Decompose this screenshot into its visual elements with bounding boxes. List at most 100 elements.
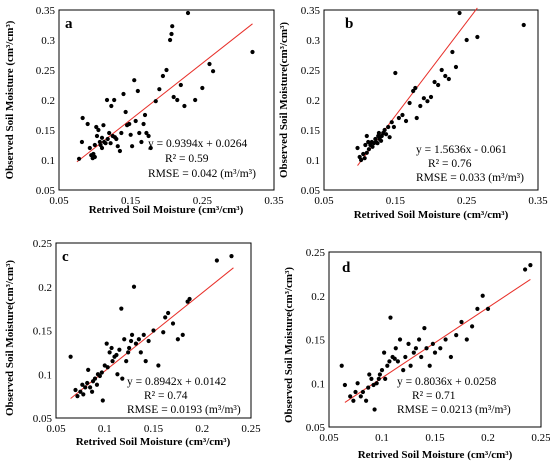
r-squared: R² = 0.74 bbox=[144, 390, 188, 402]
data-point bbox=[164, 67, 169, 73]
data-point bbox=[121, 91, 126, 97]
data-point bbox=[163, 315, 168, 320]
data-point bbox=[89, 389, 95, 394]
data-point bbox=[151, 328, 156, 333]
data-point bbox=[148, 145, 153, 151]
data-point bbox=[369, 376, 374, 381]
x-tick-labels: 0.05 0.15 0.25 0.35 bbox=[314, 195, 548, 207]
data-point bbox=[521, 22, 526, 28]
y-tick-label: 0.05 bbox=[33, 413, 53, 425]
data-point bbox=[81, 392, 86, 397]
plot-area bbox=[323, 9, 539, 191]
data-point bbox=[167, 37, 173, 43]
data-point bbox=[146, 338, 151, 344]
y-tick-label: 0.1 bbox=[38, 369, 52, 381]
data-point bbox=[401, 368, 406, 373]
data-point bbox=[130, 144, 135, 149]
data-point bbox=[364, 133, 369, 139]
data-point bbox=[250, 49, 255, 55]
data-point bbox=[127, 345, 132, 351]
data-point bbox=[363, 142, 368, 148]
data-point bbox=[374, 381, 379, 386]
data-point bbox=[161, 330, 166, 335]
data-point bbox=[376, 130, 382, 136]
scatter-points bbox=[339, 263, 533, 412]
data-point bbox=[397, 337, 403, 342]
data-point bbox=[379, 368, 385, 373]
y-tick-labels: 0.05 0.1 0.15 0.2 0.25 bbox=[306, 247, 326, 434]
r-squared: R² = 0.71 bbox=[412, 390, 456, 402]
data-point bbox=[97, 373, 102, 379]
data-point bbox=[419, 354, 424, 360]
x-tick-label: 0.15 bbox=[144, 423, 164, 435]
data-point bbox=[421, 96, 426, 101]
panel-label: b bbox=[345, 16, 353, 32]
data-point bbox=[141, 332, 146, 337]
data-point bbox=[446, 76, 451, 82]
x-tick-labels: 0.05 0.1 0.15 0.2 0.25 bbox=[46, 423, 261, 435]
data-point bbox=[105, 365, 110, 370]
y-tick-label: 0.25 bbox=[306, 247, 326, 259]
data-point bbox=[417, 337, 422, 342]
data-point bbox=[464, 337, 469, 342]
panel-c: c 0.05 0.1 0.15 0.2 0.25 0.050.10.150.20.25 … bbox=[4, 238, 261, 448]
panel-label: d bbox=[342, 260, 351, 276]
data-point bbox=[99, 370, 104, 375]
data-point bbox=[387, 359, 392, 364]
data-point bbox=[391, 124, 397, 130]
data-point bbox=[104, 97, 110, 103]
data-point bbox=[157, 87, 162, 92]
data-point bbox=[104, 341, 109, 346]
data-point bbox=[127, 121, 132, 127]
x-tick-label: 0.2 bbox=[481, 432, 495, 444]
data-point bbox=[454, 333, 459, 338]
data-point bbox=[117, 347, 122, 352]
data-point bbox=[101, 123, 106, 128]
data-point bbox=[210, 69, 216, 74]
y-tick-labels: 0.05 0.1 0.15 0.2 0.25 0.3 0.35 bbox=[36, 5, 56, 197]
data-point bbox=[361, 151, 366, 157]
data-point bbox=[109, 103, 114, 109]
x-tick-label: 0.05 bbox=[49, 195, 69, 207]
data-point bbox=[79, 139, 85, 145]
panel-a: a 0.05 0.15 0.25 0.35 0.05 0.1 0.15 0.2 0.25 0.3… bbox=[4, 5, 284, 216]
data-point bbox=[133, 341, 139, 346]
data-point bbox=[392, 356, 397, 361]
data-point bbox=[438, 346, 443, 351]
data-point bbox=[464, 37, 469, 43]
data-point bbox=[418, 103, 423, 109]
data-point bbox=[160, 73, 166, 79]
data-point bbox=[80, 382, 85, 387]
data-point bbox=[353, 389, 358, 395]
y-tick-labels: 0.05 0.1 0.15 0.2 0.25 bbox=[33, 238, 53, 425]
data-point bbox=[413, 85, 418, 91]
data-point bbox=[122, 337, 127, 342]
data-point bbox=[370, 144, 375, 149]
data-point bbox=[366, 147, 372, 152]
data-point bbox=[126, 350, 131, 355]
data-point bbox=[109, 345, 114, 351]
y-tick-label: 0.2 bbox=[306, 95, 320, 107]
data-point bbox=[360, 389, 366, 395]
data-point bbox=[400, 112, 405, 118]
x-tick-label: 0.05 bbox=[314, 195, 334, 207]
data-point bbox=[413, 346, 419, 351]
fit-equation: y = 0.9394x + 0.0264 bbox=[148, 138, 247, 150]
data-point bbox=[99, 135, 105, 140]
data-point bbox=[425, 99, 430, 104]
data-point bbox=[387, 135, 392, 140]
x-tick-labels: 0.05 0.15 0.25 0.35 bbox=[49, 195, 284, 207]
data-point bbox=[132, 78, 137, 83]
y-tick-label: 0.05 bbox=[36, 185, 56, 197]
data-point bbox=[214, 258, 219, 263]
y-axis-title: Observed Soil Moisture (cm³/cm³) bbox=[4, 20, 16, 179]
data-point bbox=[358, 157, 364, 163]
x-axis-title: Retrived Soil Moisture (cm³/cm³) bbox=[358, 449, 513, 461]
y-tick-label: 0.2 bbox=[38, 282, 52, 294]
data-point bbox=[119, 306, 124, 311]
data-point bbox=[351, 398, 356, 403]
y-tick-label: 0.05 bbox=[306, 422, 326, 434]
data-point bbox=[180, 332, 185, 337]
data-point bbox=[128, 338, 134, 344]
data-point bbox=[96, 127, 101, 133]
